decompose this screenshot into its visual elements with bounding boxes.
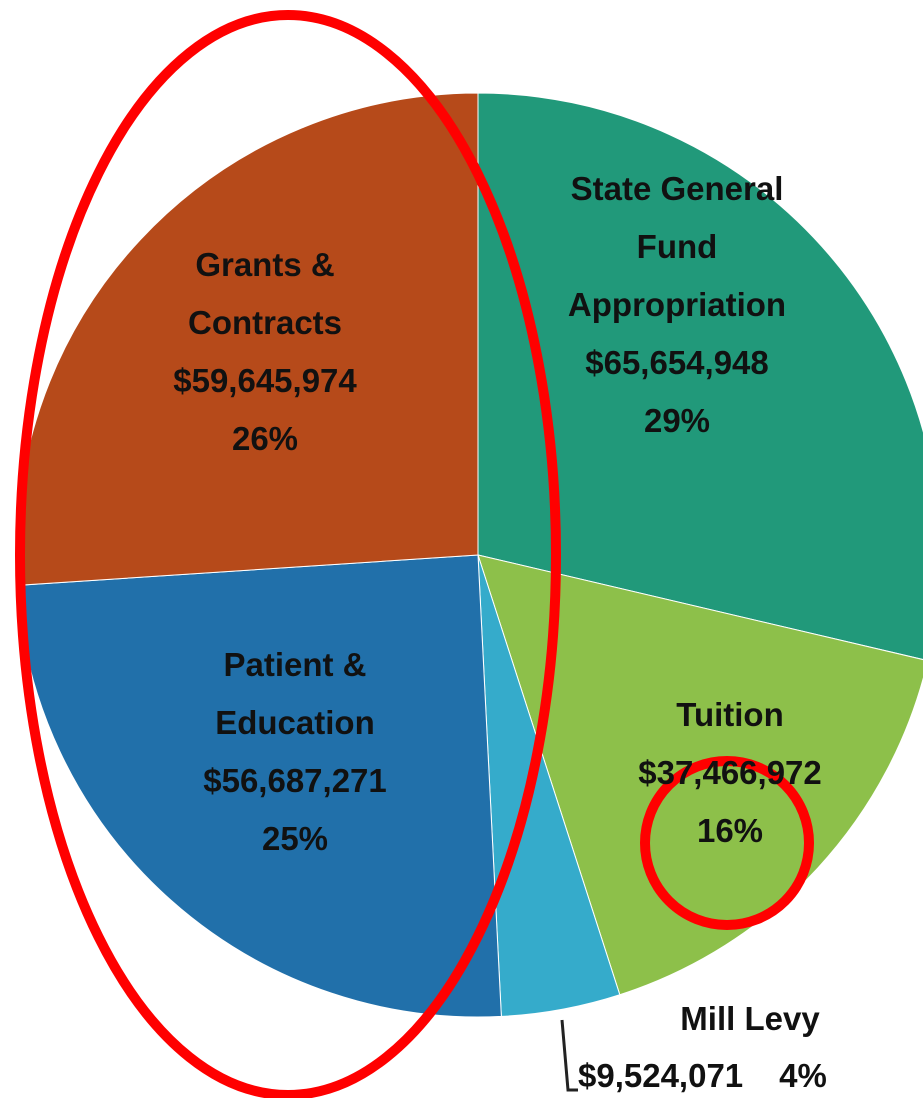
value-label: $59,645,974	[173, 362, 357, 399]
category-label: Mill Levy	[680, 1000, 820, 1037]
slice-label: Grants & Contracts $59,645,974 26%	[65, 236, 465, 468]
value-label: $9,524,071	[578, 1057, 744, 1094]
percent-label: 16%	[696, 812, 764, 849]
value-label: $37,466,972	[638, 754, 822, 791]
pie-slice	[477, 554, 923, 996]
slice-label: Patient & Education $56,687,271 25%	[95, 636, 495, 868]
label-row: State General Fund Appropriation	[477, 160, 877, 334]
percent-label: 26%	[231, 420, 299, 457]
slice-label: State General Fund Appropriation $65,654,…	[477, 160, 877, 450]
category-label: State General Fund Appropriation	[567, 170, 787, 323]
percent-label: 29%	[643, 402, 711, 439]
category-label: Grants & Contracts	[187, 246, 343, 341]
value-label: $65,654,948	[585, 344, 769, 381]
pie-slice	[477, 92, 923, 661]
slice-label: $9,524,071 4%	[578, 1047, 827, 1098]
label-row: Grants & Contracts	[65, 236, 465, 352]
category-label: Tuition	[676, 696, 784, 733]
category-label: Patient & Education	[215, 646, 375, 741]
slices	[15, 92, 923, 1018]
value-label: $56,687,271	[203, 762, 387, 799]
pie-slice	[16, 554, 502, 1018]
percent-label: 4%	[779, 1057, 827, 1094]
label-row: Patient & Education	[95, 636, 495, 752]
leader-line	[560, 1019, 578, 1092]
percent-label: 25%	[261, 820, 329, 857]
slice-label: Tuition $37,466,972 16%	[530, 686, 923, 860]
highlight-circle	[640, 756, 814, 930]
slice-label: Mill Levy	[550, 990, 923, 1048]
highlight-ellipse	[15, 10, 561, 1098]
label-row: Tuition	[530, 686, 923, 744]
